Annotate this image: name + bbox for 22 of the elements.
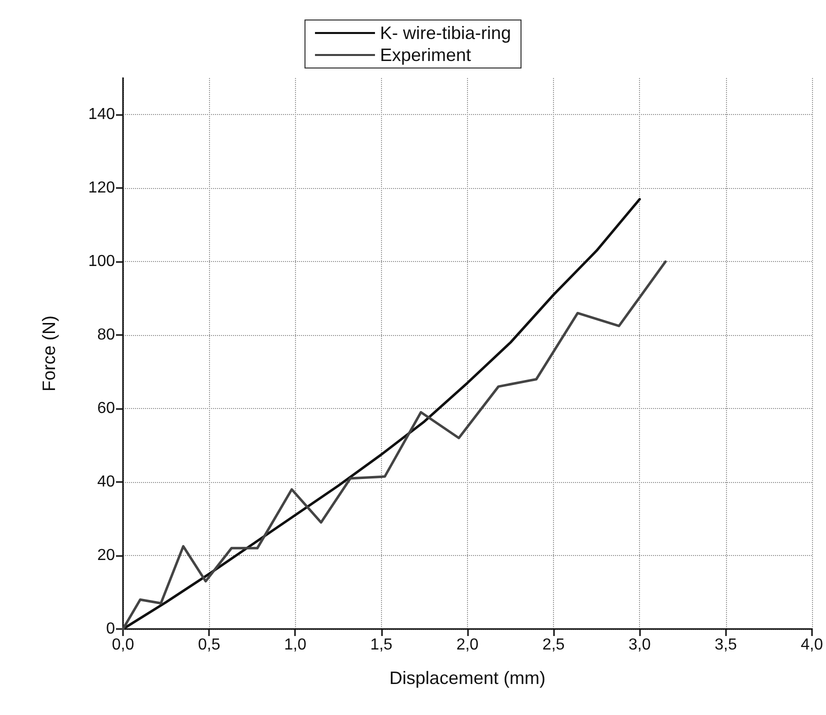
- legend-label: K- wire-tibia-ring: [380, 23, 512, 43]
- x-tick-label: 1,0: [284, 636, 306, 654]
- x-tick-label: 0,5: [198, 636, 220, 654]
- x-axis-title: Displacement (mm): [389, 668, 546, 688]
- x-tick-label: 1,5: [370, 636, 393, 654]
- y-tick-label: 0: [106, 620, 116, 638]
- y-tick-label: 120: [88, 180, 116, 197]
- y-tick-label: 140: [88, 106, 116, 124]
- y-tick-label: 20: [97, 547, 116, 564]
- y-tick-label: 100: [88, 253, 116, 270]
- legend-label: Experiment: [380, 45, 472, 65]
- y-tick-label: 40: [97, 474, 116, 491]
- x-tick-label: 2,5: [542, 636, 565, 654]
- x-tick-label: 0,0: [112, 636, 134, 654]
- x-tick-label: 4,0: [800, 636, 824, 654]
- x-tick-label: 2,0: [456, 636, 479, 654]
- x-tick-label: 3,0: [628, 636, 651, 654]
- x-tick-label: 3,5: [714, 636, 737, 654]
- y-tick-label: 80: [97, 326, 116, 344]
- y-axis-title: Force (N): [39, 316, 59, 392]
- line-series: [122, 260, 667, 630]
- y-tick-label: 60: [97, 400, 116, 418]
